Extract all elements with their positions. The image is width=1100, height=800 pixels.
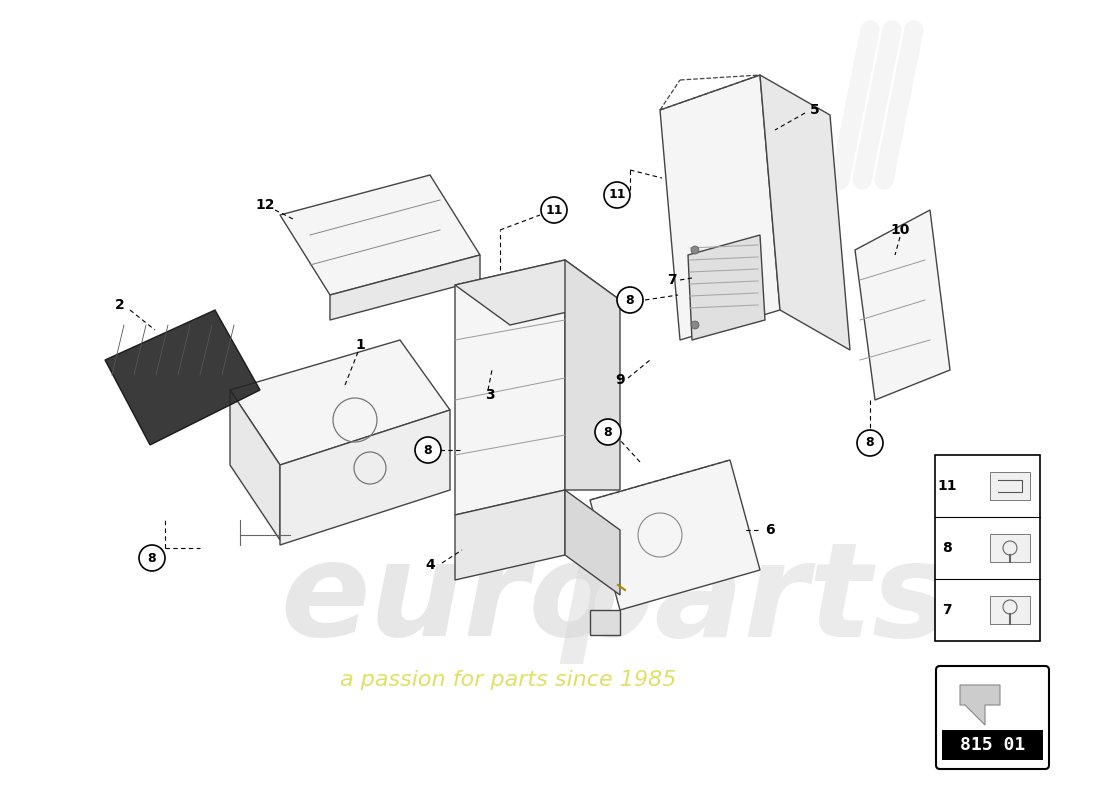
Text: 8: 8 <box>626 294 635 306</box>
Text: 8: 8 <box>424 443 432 457</box>
Bar <box>935 455 1040 641</box>
Bar <box>990 534 1030 562</box>
FancyBboxPatch shape <box>936 666 1049 769</box>
Text: 3: 3 <box>485 388 495 402</box>
Circle shape <box>691 321 698 329</box>
Polygon shape <box>565 260 620 490</box>
Polygon shape <box>565 490 620 595</box>
Circle shape <box>595 419 621 445</box>
Polygon shape <box>960 685 1000 725</box>
Polygon shape <box>855 210 950 400</box>
Text: 9: 9 <box>615 373 625 387</box>
Polygon shape <box>688 235 764 340</box>
Circle shape <box>139 545 165 571</box>
Text: 815 01: 815 01 <box>960 736 1025 754</box>
Polygon shape <box>330 255 480 320</box>
Polygon shape <box>455 260 565 515</box>
Circle shape <box>691 246 698 254</box>
Polygon shape <box>280 175 480 295</box>
Polygon shape <box>590 610 620 635</box>
Circle shape <box>857 430 883 456</box>
Text: euro: euro <box>280 537 619 663</box>
Text: 1: 1 <box>355 338 365 352</box>
Text: parts: parts <box>560 537 950 663</box>
Text: 11: 11 <box>546 203 563 217</box>
Polygon shape <box>280 410 450 545</box>
Circle shape <box>617 287 643 313</box>
Circle shape <box>415 437 441 463</box>
Text: 8: 8 <box>942 541 952 555</box>
Text: a passion for parts since 1985: a passion for parts since 1985 <box>340 670 676 690</box>
Polygon shape <box>760 75 850 350</box>
Text: 11: 11 <box>608 189 626 202</box>
Text: 8: 8 <box>604 426 613 438</box>
Text: 6: 6 <box>766 523 774 537</box>
Text: 5: 5 <box>810 103 820 117</box>
Circle shape <box>604 182 630 208</box>
Text: 8: 8 <box>147 551 156 565</box>
Polygon shape <box>455 490 565 580</box>
Text: 7: 7 <box>943 603 951 617</box>
Text: 11: 11 <box>937 479 957 493</box>
Text: 12: 12 <box>255 198 275 212</box>
Polygon shape <box>590 460 760 610</box>
Text: 4: 4 <box>425 558 435 572</box>
Text: 2: 2 <box>116 298 125 312</box>
Text: 8: 8 <box>866 437 874 450</box>
Bar <box>990 596 1030 624</box>
Bar <box>942 730 1043 760</box>
Text: 10: 10 <box>890 223 910 237</box>
Polygon shape <box>660 75 780 340</box>
Polygon shape <box>455 260 620 325</box>
Text: 7: 7 <box>668 273 676 287</box>
Polygon shape <box>104 310 260 445</box>
Polygon shape <box>230 390 280 540</box>
Circle shape <box>541 197 567 223</box>
Bar <box>990 472 1030 500</box>
Polygon shape <box>230 340 450 465</box>
